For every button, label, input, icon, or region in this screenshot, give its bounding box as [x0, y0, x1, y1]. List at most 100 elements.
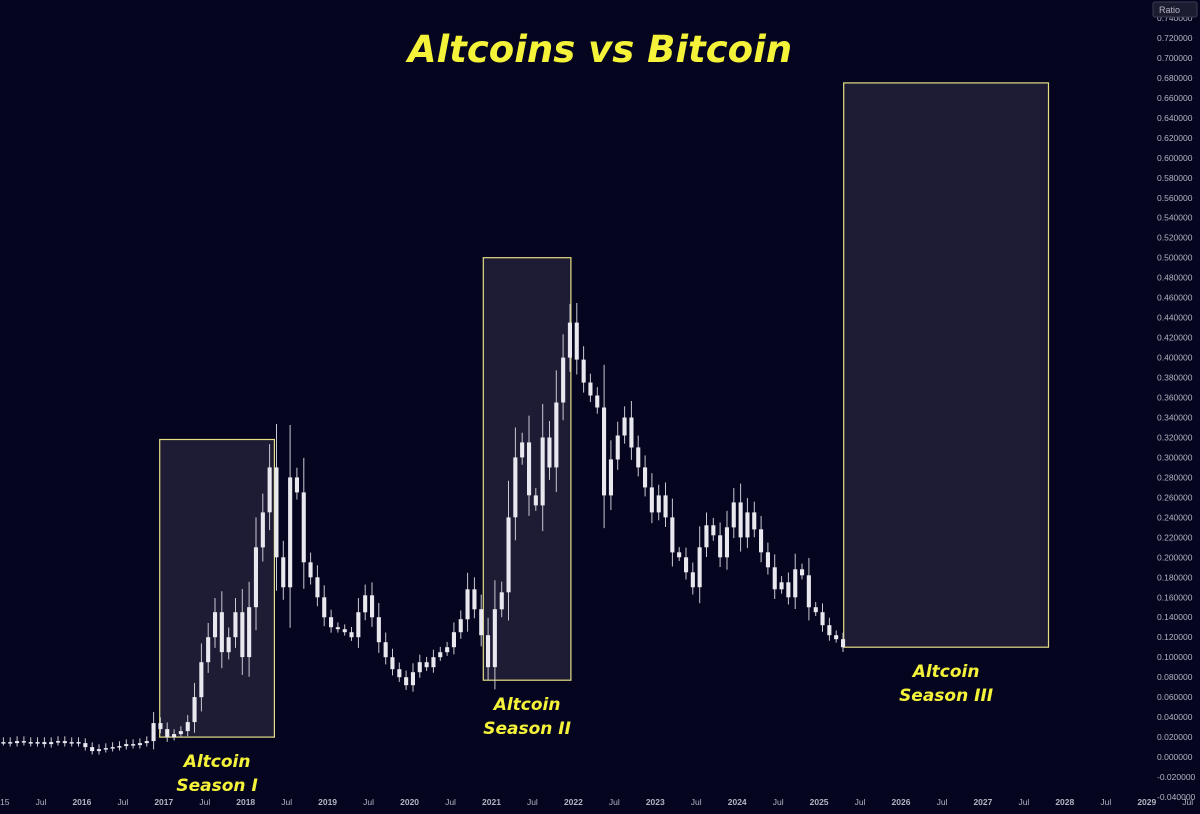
- y-tick-label: 0.000000: [1157, 752, 1193, 762]
- candle-body: [786, 582, 791, 598]
- candle-body: [718, 535, 723, 558]
- y-tick-label: 0.620000: [1157, 133, 1193, 143]
- y-tick-label: 0.240000: [1157, 512, 1193, 522]
- candle-body: [206, 637, 211, 663]
- candle-body: [397, 669, 402, 678]
- candle-body: [424, 662, 429, 668]
- candle-body: [288, 477, 293, 588]
- candle-body: [745, 512, 750, 538]
- candle-body: [253, 547, 258, 608]
- x-tick-label: 2025: [810, 797, 829, 807]
- y-tick-label: 0.360000: [1157, 393, 1193, 403]
- x-tick-label: Jul: [937, 797, 948, 807]
- season-labels: Altcoin Season I Altcoin Season II Altcoin Se…: [176, 662, 993, 796]
- candle-body: [131, 744, 136, 746]
- candle-body: [499, 592, 504, 610]
- candle-body: [772, 567, 777, 590]
- y-tick-label: 0.120000: [1157, 632, 1193, 642]
- candle-body: [574, 322, 579, 360]
- x-tick-label: 2019: [318, 797, 337, 807]
- candle-body: [554, 402, 559, 468]
- candle-body: [349, 632, 354, 638]
- candle-body: [315, 577, 320, 598]
- candle-body: [581, 359, 586, 383]
- candle-body: [677, 552, 682, 558]
- x-tick-label: Jul: [527, 797, 538, 807]
- y-tick-label: 0.080000: [1157, 672, 1193, 682]
- candle-body: [124, 744, 129, 747]
- season-box-3: [843, 82, 1050, 648]
- candle-body: [458, 619, 463, 633]
- candle-body: [158, 723, 163, 730]
- season-label-line1: Altcoin: [492, 695, 561, 715]
- candle-body: [561, 357, 566, 403]
- candle-body: [806, 575, 811, 608]
- candle-body: [192, 697, 197, 723]
- y-tick-label: -0.040000: [1157, 792, 1196, 802]
- x-tick-label: 2017: [154, 797, 173, 807]
- y-tick-label: 0.540000: [1157, 213, 1193, 223]
- candle-body: [649, 487, 654, 513]
- candle-body: [533, 495, 538, 506]
- x-tick-label: 2018: [236, 797, 255, 807]
- y-tick-label: 0.600000: [1157, 153, 1193, 163]
- candle-body: [479, 609, 484, 636]
- candle-body: [465, 589, 470, 620]
- candle-body: [410, 672, 415, 686]
- y-tick-label: 0.160000: [1157, 592, 1193, 602]
- candle-body: [472, 589, 477, 610]
- y-tick-label: 0.300000: [1157, 452, 1193, 462]
- y-tick-label: 0.400000: [1157, 353, 1193, 363]
- x-tick-label: Jul: [363, 797, 374, 807]
- x-tick-label: Jul: [36, 797, 47, 807]
- candle-body: [363, 595, 368, 613]
- y-tick-label: 0.380000: [1157, 373, 1193, 383]
- y-tick-label: 0.500000: [1157, 253, 1193, 263]
- candles: [1, 303, 846, 755]
- candle-body: [451, 632, 456, 648]
- x-axis: 15 Jul 2016 Jul 2017 Jul 2018 Jul 2019 Jul 2020 Jul…: [0, 797, 1193, 807]
- candle-body: [690, 572, 695, 588]
- candle-body: [62, 741, 67, 744]
- candle-body: [670, 517, 675, 553]
- y-tick-label: 0.700000: [1157, 53, 1193, 63]
- candle-body: [602, 407, 607, 496]
- candle-body: [759, 529, 764, 553]
- candle-body: [704, 525, 709, 548]
- ylabel-badge: [1152, 1, 1198, 18]
- y-tick-label: 0.060000: [1157, 692, 1193, 702]
- candle-body: [383, 642, 388, 658]
- candle-body: [697, 547, 702, 588]
- x-tick-label: Jul: [281, 797, 292, 807]
- x-tick-label: Jul: [855, 797, 866, 807]
- candle-body: [8, 742, 13, 744]
- x-tick-label: 2023: [646, 797, 665, 807]
- candle-body: [15, 741, 20, 744]
- x-tick-label: 2020: [400, 797, 419, 807]
- chart-title: Altcoins vs Bitcoin: [405, 28, 792, 71]
- candle-body: [117, 746, 122, 748]
- candle-body: [342, 629, 347, 633]
- candle-body: [663, 495, 668, 518]
- y-tick-label: 0.180000: [1157, 572, 1193, 582]
- x-tick-label: 2016: [72, 797, 91, 807]
- candle-body: [827, 625, 832, 636]
- candle-body: [301, 492, 306, 563]
- x-tick-label: Jul: [773, 797, 784, 807]
- candle-body: [260, 512, 265, 548]
- candle-body: [49, 742, 54, 745]
- candle-body: [370, 595, 375, 618]
- x-tick-label: 2021: [482, 797, 501, 807]
- y-tick-label: 0.460000: [1157, 293, 1193, 303]
- candle-body: [213, 612, 218, 638]
- candle-body: [779, 582, 784, 590]
- candle-body: [834, 635, 839, 640]
- y-tick-label: 0.720000: [1157, 33, 1193, 43]
- candle-body: [247, 607, 252, 658]
- x-tick-label: 2029: [1137, 797, 1156, 807]
- x-tick-label: Jul: [609, 797, 620, 807]
- candle-body: [274, 467, 279, 558]
- candle-body: [506, 517, 511, 593]
